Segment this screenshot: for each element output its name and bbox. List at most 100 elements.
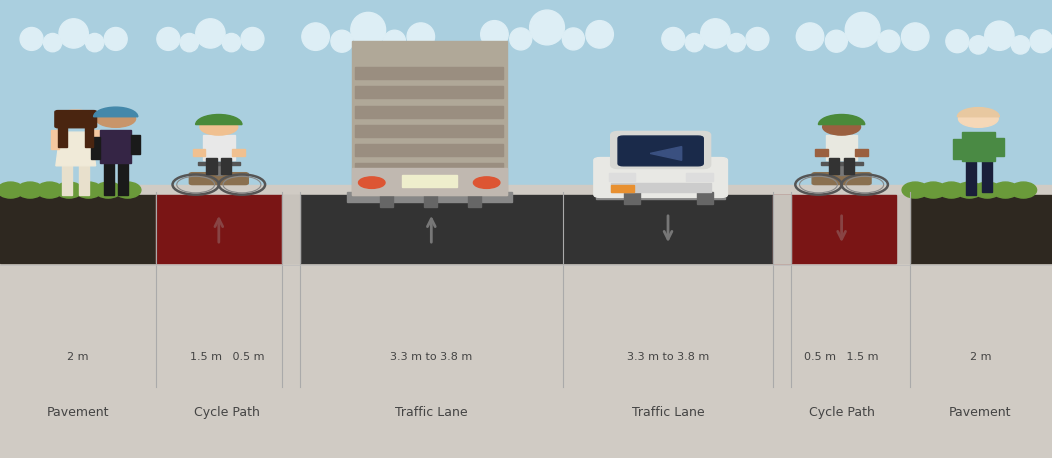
Ellipse shape: [196, 19, 225, 48]
Bar: [355, 164, 503, 175]
Bar: [156, 195, 282, 263]
Bar: [351, 168, 507, 195]
Ellipse shape: [20, 27, 43, 50]
Ellipse shape: [1010, 182, 1036, 198]
Text: Cycle Path: Cycle Path: [195, 406, 260, 419]
Text: 0.5 m   1.5 m: 0.5 m 1.5 m: [805, 352, 878, 362]
Bar: [610, 183, 711, 192]
FancyBboxPatch shape: [55, 110, 97, 128]
Bar: [100, 130, 132, 164]
Bar: [84, 120, 94, 147]
Text: Traffic Lane: Traffic Lane: [394, 406, 468, 419]
Ellipse shape: [180, 33, 199, 52]
Circle shape: [96, 110, 136, 127]
Ellipse shape: [350, 12, 386, 47]
Ellipse shape: [529, 10, 565, 45]
Polygon shape: [650, 147, 682, 160]
Bar: [0, 195, 156, 263]
Bar: [791, 195, 910, 263]
Bar: [346, 192, 511, 202]
Bar: [424, 192, 437, 207]
Wedge shape: [818, 114, 865, 125]
Bar: [203, 135, 235, 160]
Ellipse shape: [481, 21, 508, 48]
Ellipse shape: [407, 23, 434, 50]
Bar: [156, 195, 300, 263]
Bar: [92, 137, 100, 158]
Bar: [686, 173, 713, 181]
Ellipse shape: [992, 182, 1018, 198]
Text: Traffic Lane: Traffic Lane: [631, 406, 705, 419]
Ellipse shape: [43, 33, 62, 52]
Bar: [62, 164, 73, 195]
Ellipse shape: [746, 27, 769, 50]
Ellipse shape: [241, 27, 264, 50]
Bar: [910, 195, 1052, 263]
Bar: [355, 125, 503, 137]
Bar: [610, 185, 633, 192]
FancyBboxPatch shape: [189, 173, 248, 185]
Bar: [995, 138, 1004, 156]
Ellipse shape: [796, 23, 824, 50]
Ellipse shape: [222, 33, 241, 52]
Bar: [79, 164, 89, 195]
Bar: [380, 192, 392, 207]
Ellipse shape: [37, 182, 63, 198]
Bar: [282, 195, 300, 263]
Ellipse shape: [974, 182, 1000, 198]
Ellipse shape: [938, 182, 965, 198]
Ellipse shape: [985, 21, 1014, 50]
Bar: [815, 149, 828, 156]
Circle shape: [56, 110, 96, 127]
Bar: [962, 132, 995, 161]
Ellipse shape: [85, 33, 104, 52]
Ellipse shape: [0, 182, 24, 198]
Bar: [58, 120, 67, 147]
Bar: [300, 195, 773, 263]
Wedge shape: [94, 107, 138, 117]
Bar: [826, 135, 857, 160]
Bar: [52, 130, 59, 149]
Ellipse shape: [956, 182, 983, 198]
Text: 2 m: 2 m: [67, 352, 88, 362]
FancyBboxPatch shape: [610, 131, 711, 169]
Ellipse shape: [903, 182, 928, 198]
Bar: [355, 144, 503, 156]
Ellipse shape: [563, 28, 584, 50]
Bar: [118, 164, 128, 195]
Bar: [221, 158, 231, 174]
Bar: [351, 41, 507, 195]
Ellipse shape: [510, 28, 531, 50]
Circle shape: [473, 177, 500, 188]
Text: Pavement: Pavement: [949, 406, 1012, 419]
Circle shape: [958, 110, 998, 127]
Ellipse shape: [59, 19, 88, 48]
Bar: [132, 135, 140, 154]
Bar: [855, 149, 868, 156]
Ellipse shape: [56, 182, 82, 198]
Bar: [193, 149, 205, 156]
Ellipse shape: [1011, 36, 1030, 54]
Bar: [0, 0, 1052, 199]
Ellipse shape: [946, 30, 969, 53]
FancyBboxPatch shape: [593, 158, 728, 197]
Bar: [232, 149, 245, 156]
Bar: [838, 162, 845, 175]
Bar: [953, 139, 962, 158]
Bar: [355, 106, 503, 118]
Bar: [608, 173, 635, 181]
Wedge shape: [196, 114, 242, 125]
Bar: [355, 67, 503, 79]
Ellipse shape: [845, 12, 881, 47]
Bar: [198, 162, 240, 165]
Ellipse shape: [586, 21, 613, 48]
Text: Cycle Path: Cycle Path: [809, 406, 874, 419]
Text: 3.3 m to 3.8 m: 3.3 m to 3.8 m: [627, 352, 709, 362]
Bar: [206, 158, 217, 174]
Ellipse shape: [701, 19, 730, 48]
Ellipse shape: [95, 182, 121, 198]
Text: 1.5 m   0.5 m: 1.5 m 0.5 m: [190, 352, 264, 362]
Circle shape: [200, 119, 238, 135]
Ellipse shape: [1030, 30, 1052, 53]
Bar: [773, 195, 791, 263]
